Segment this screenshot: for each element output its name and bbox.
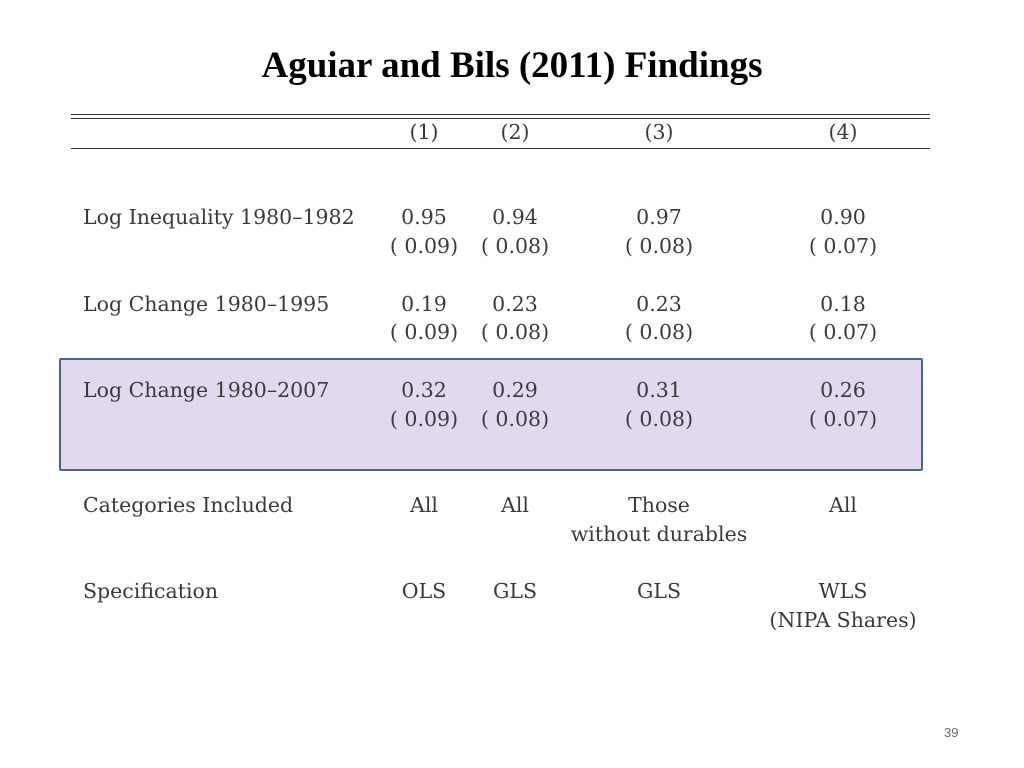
specification-col3: GLS bbox=[636, 579, 682, 603]
row2-col3-se: ( 0.08) bbox=[624, 320, 694, 344]
row3-col1-value: 0.32 bbox=[401, 378, 447, 402]
column-header-4: (4) bbox=[828, 120, 858, 144]
row3-col3-se: ( 0.08) bbox=[624, 407, 694, 431]
specification-col4: WLS bbox=[818, 579, 868, 603]
row2-col1-se: ( 0.09) bbox=[389, 320, 459, 344]
row2-col3-value: 0.23 bbox=[636, 292, 682, 316]
row2-col4-se: ( 0.07) bbox=[808, 320, 878, 344]
categories-col3-line2: without durables bbox=[570, 522, 748, 546]
table-top-rule-second bbox=[71, 118, 930, 119]
row3-col2-se: ( 0.08) bbox=[480, 407, 550, 431]
row2-col4-value: 0.18 bbox=[820, 292, 866, 316]
column-header-3: (3) bbox=[644, 120, 674, 144]
specification-col4-line2: (NIPA Shares) bbox=[769, 608, 917, 632]
categories-col3: Those bbox=[628, 493, 690, 517]
row-label-log-change-2007: Log Change 1980–2007 bbox=[83, 378, 330, 402]
highlighted-row-box bbox=[59, 358, 923, 471]
row1-col3-value: 0.97 bbox=[636, 205, 682, 229]
specification-col2: GLS bbox=[492, 579, 538, 603]
page-number: 39 bbox=[944, 725, 959, 740]
categories-col1: All bbox=[410, 493, 438, 517]
row-label-log-inequality: Log Inequality 1980–1982 bbox=[83, 205, 355, 229]
row1-col1-se: ( 0.09) bbox=[389, 234, 459, 258]
row3-col4-se: ( 0.07) bbox=[808, 407, 878, 431]
row1-col2-value: 0.94 bbox=[492, 205, 538, 229]
categories-col4: All bbox=[829, 493, 857, 517]
row1-col1-value: 0.95 bbox=[401, 205, 447, 229]
row3-col3-value: 0.31 bbox=[636, 378, 682, 402]
table-header-rule bbox=[71, 148, 930, 149]
row3-col1-se: ( 0.09) bbox=[389, 407, 459, 431]
row1-col4-se: ( 0.07) bbox=[808, 234, 878, 258]
column-header-2: (2) bbox=[500, 120, 530, 144]
specification-col1: OLS bbox=[401, 579, 447, 603]
row2-col2-value: 0.23 bbox=[492, 292, 538, 316]
row2-col1-value: 0.19 bbox=[401, 292, 447, 316]
column-header-1: (1) bbox=[409, 120, 439, 144]
row1-col4-value: 0.90 bbox=[820, 205, 866, 229]
row3-col4-value: 0.26 bbox=[820, 378, 866, 402]
table-top-rule bbox=[71, 114, 930, 115]
row-label-specification: Specification bbox=[83, 579, 219, 603]
slide-title: Aguiar and Bils (2011) Findings bbox=[261, 45, 763, 86]
row1-col3-se: ( 0.08) bbox=[624, 234, 694, 258]
row-label-log-change-1995: Log Change 1980–1995 bbox=[83, 292, 330, 316]
row-label-categories: Categories Included bbox=[83, 493, 294, 517]
categories-col2: All bbox=[501, 493, 529, 517]
row2-col2-se: ( 0.08) bbox=[480, 320, 550, 344]
row3-col2-value: 0.29 bbox=[492, 378, 538, 402]
row1-col2-se: ( 0.08) bbox=[480, 234, 550, 258]
